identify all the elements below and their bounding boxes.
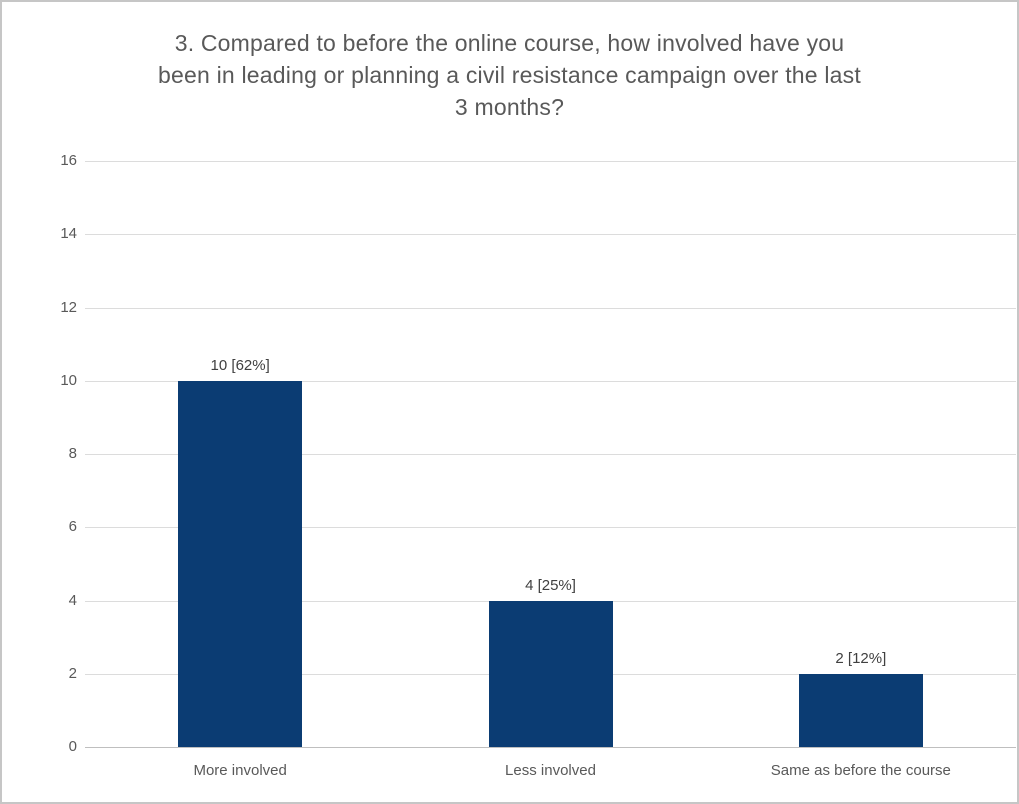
y-axis-tick-label-2: 2 (68, 664, 77, 682)
bar-value-label-more-involved: 10 [62%] (210, 356, 270, 374)
y-axis-tick-label-16: 16 (60, 152, 77, 169)
bar-less-involved (488, 600, 613, 747)
bar-value-label-same-as-before-the-course: 2 [12%] (835, 649, 887, 667)
y-axis-tick-label-12: 12 (60, 298, 77, 316)
y-axis-tick-label-6: 6 (68, 518, 77, 536)
gridline-y16 (85, 161, 1016, 162)
chart-title-line-2: been in leading or planning a civil resi… (158, 62, 861, 88)
gridline-y14 (85, 234, 1016, 236)
gridline-y8 (85, 454, 1016, 455)
bar-value-label-less-involved: 4 [25%] (525, 576, 576, 594)
x-axis-category-label-less-involved: Less involved (505, 762, 596, 779)
y-axis-tick-label-0: 0 (68, 738, 77, 755)
chart-title-line-1: 3. Compared to before the online course,… (174, 30, 845, 56)
x-axis-category-label-more-involved: More involved (193, 762, 287, 779)
gridline-y10 (85, 380, 1016, 382)
y-axis-tick-label-10: 10 (60, 371, 77, 389)
chart-title: 3. Compared to before the online course,… (2, 27, 1017, 123)
x-axis-category-label-same-as-before-the-course: Same as before the course (770, 762, 951, 779)
gridline-y6 (85, 527, 1016, 529)
chart-title-line-3: 3 months? (454, 94, 565, 120)
bar-same-as-before-the-course (798, 673, 923, 747)
bar-more-involved (178, 380, 303, 747)
x-axis-line (85, 747, 1016, 748)
gridline-y12 (85, 307, 1016, 309)
y-axis-tick-label-8: 8 (68, 445, 77, 462)
y-axis-tick-label-14: 14 (60, 225, 77, 243)
y-axis-tick-label-4: 4 (68, 591, 77, 609)
